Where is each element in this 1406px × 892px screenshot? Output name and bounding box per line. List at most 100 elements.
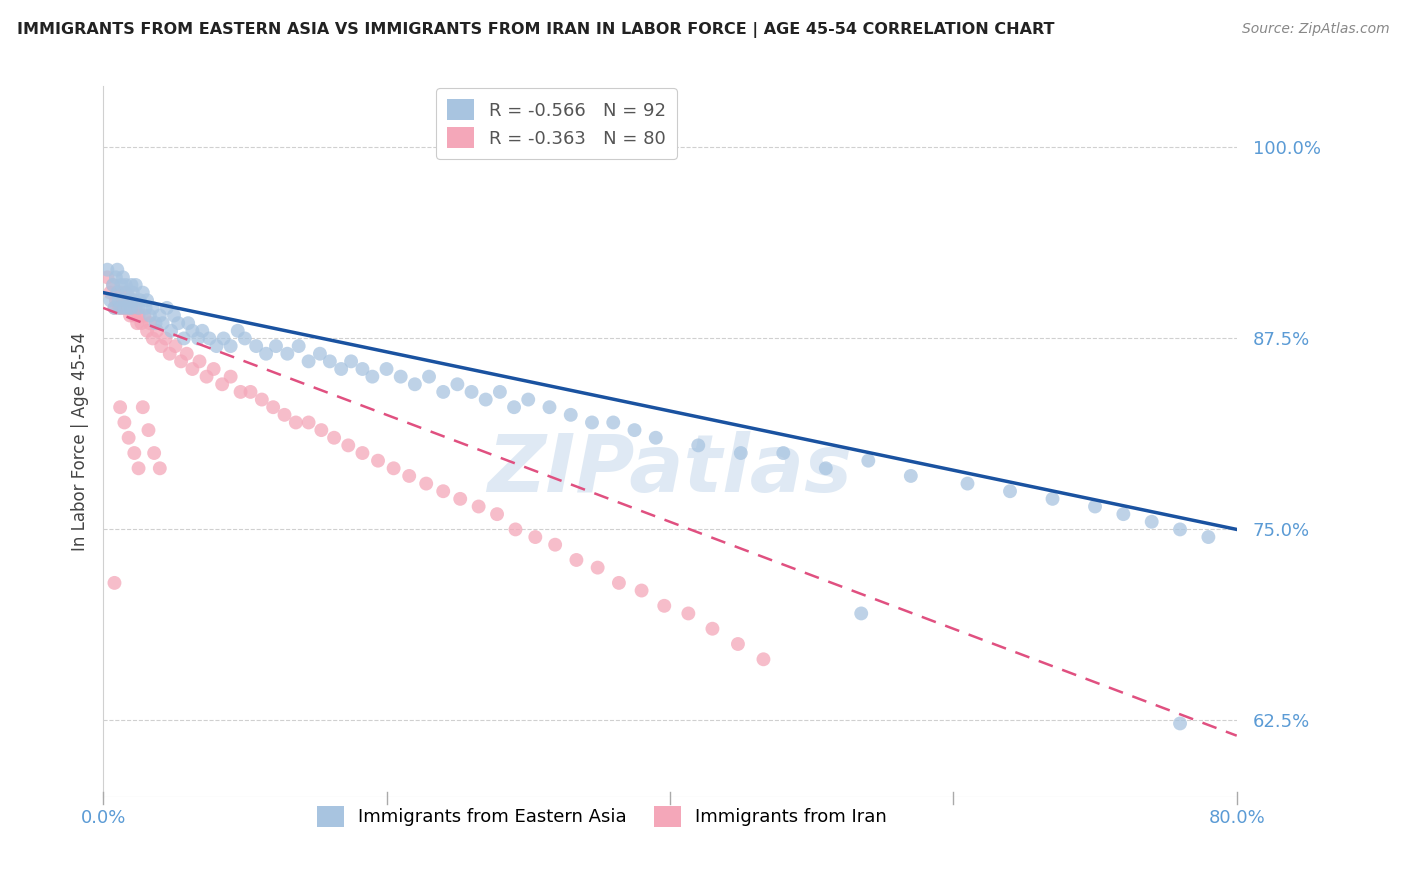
Point xyxy=(128,301,150,315)
Point xyxy=(104,270,127,285)
Point xyxy=(309,347,332,361)
Point xyxy=(851,607,873,621)
Point xyxy=(565,553,588,567)
Point xyxy=(772,446,794,460)
Point xyxy=(112,416,135,430)
Point xyxy=(136,293,159,308)
Point xyxy=(132,285,155,300)
Point xyxy=(517,392,540,407)
Text: ZIPatlas: ZIPatlas xyxy=(488,431,852,509)
Point xyxy=(150,339,173,353)
Point xyxy=(115,301,138,315)
Point xyxy=(297,354,319,368)
Point xyxy=(110,301,132,315)
Point xyxy=(152,316,174,330)
Point xyxy=(136,324,159,338)
Point xyxy=(367,453,389,467)
Point xyxy=(284,416,307,430)
Point xyxy=(287,339,309,353)
Point xyxy=(630,583,652,598)
Point xyxy=(998,484,1021,499)
Point xyxy=(149,309,172,323)
Point xyxy=(177,316,200,330)
Point xyxy=(474,392,496,407)
Point xyxy=(114,277,136,292)
Point xyxy=(337,438,360,452)
Point xyxy=(415,476,437,491)
Point xyxy=(467,500,489,514)
Point xyxy=(160,324,183,338)
Point xyxy=(122,285,145,300)
Point xyxy=(1140,515,1163,529)
Point xyxy=(112,301,135,315)
Point xyxy=(191,324,214,338)
Point xyxy=(211,377,233,392)
Point xyxy=(173,331,195,345)
Point xyxy=(1168,716,1191,731)
Point xyxy=(143,446,166,460)
Point xyxy=(900,469,922,483)
Point xyxy=(118,309,141,323)
Point xyxy=(111,293,134,308)
Point xyxy=(108,285,131,300)
Point xyxy=(239,384,262,399)
Point xyxy=(730,446,752,460)
Point xyxy=(814,461,837,475)
Point xyxy=(96,270,118,285)
Point xyxy=(205,339,228,353)
Point xyxy=(125,301,148,315)
Point xyxy=(111,270,134,285)
Point xyxy=(142,331,165,345)
Point xyxy=(149,461,172,475)
Point xyxy=(375,362,398,376)
Point xyxy=(117,431,139,445)
Point xyxy=(127,316,149,330)
Point xyxy=(688,438,710,452)
Point xyxy=(245,339,267,353)
Text: Source: ZipAtlas.com: Source: ZipAtlas.com xyxy=(1241,22,1389,37)
Point xyxy=(858,453,880,467)
Point xyxy=(262,400,284,414)
Point xyxy=(146,324,169,338)
Point xyxy=(132,400,155,414)
Point xyxy=(159,347,181,361)
Point xyxy=(163,309,186,323)
Point xyxy=(460,384,482,399)
Point xyxy=(118,293,141,308)
Point xyxy=(98,293,121,308)
Point xyxy=(112,301,135,315)
Point xyxy=(145,316,167,330)
Point xyxy=(101,277,124,292)
Point xyxy=(138,423,160,437)
Point xyxy=(352,362,374,376)
Point xyxy=(105,285,128,300)
Point xyxy=(128,461,150,475)
Point xyxy=(112,293,135,308)
Point xyxy=(129,293,152,308)
Point xyxy=(117,293,139,308)
Point xyxy=(404,377,426,392)
Point xyxy=(122,293,145,308)
Point xyxy=(250,392,273,407)
Point xyxy=(752,652,775,666)
Point xyxy=(524,530,547,544)
Point xyxy=(124,446,146,460)
Point xyxy=(398,469,420,483)
Point xyxy=(538,400,561,414)
Point xyxy=(134,309,156,323)
Point xyxy=(108,301,131,315)
Point xyxy=(352,446,374,460)
Point xyxy=(586,560,609,574)
Point xyxy=(104,293,127,308)
Point xyxy=(607,575,630,590)
Point xyxy=(156,301,179,315)
Point xyxy=(503,400,526,414)
Point xyxy=(297,416,319,430)
Point xyxy=(121,301,143,315)
Point xyxy=(195,369,218,384)
Point xyxy=(446,377,468,392)
Point xyxy=(361,369,384,384)
Point xyxy=(121,277,143,292)
Point xyxy=(273,408,295,422)
Point xyxy=(181,362,204,376)
